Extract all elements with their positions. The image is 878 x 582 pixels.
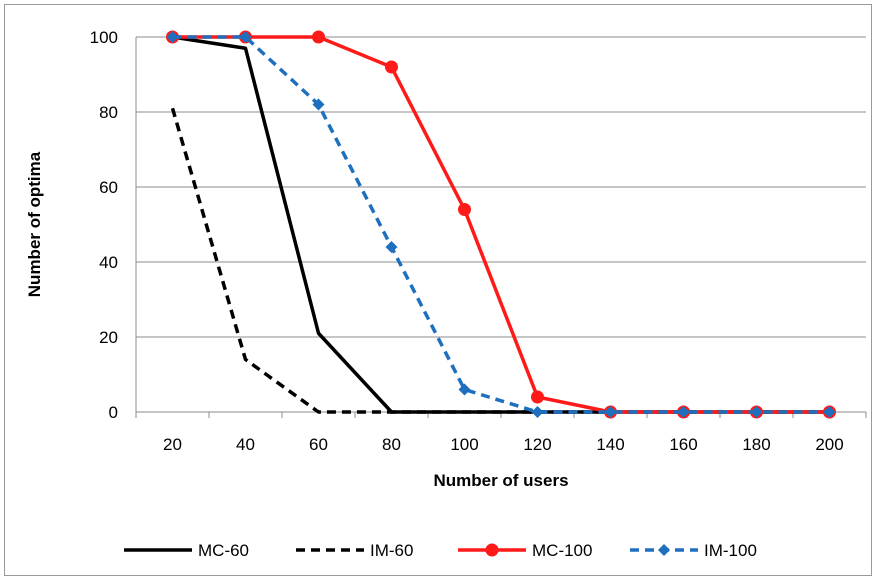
data-point xyxy=(750,406,763,418)
x-tick-label: 180 xyxy=(742,435,770,454)
chart-frame xyxy=(4,4,872,576)
series-mc-100 xyxy=(166,30,836,419)
legend-label: IM-100 xyxy=(704,541,757,560)
legend-label: MC-60 xyxy=(198,541,249,560)
data-point xyxy=(823,406,836,418)
legend-item: IM-100 xyxy=(630,541,757,560)
data-point xyxy=(658,544,670,556)
x-tick-label: 120 xyxy=(523,435,551,454)
y-tick-label: 20 xyxy=(99,328,118,347)
data-point xyxy=(239,31,252,43)
data-point xyxy=(458,383,471,396)
legend-label: MC-100 xyxy=(532,541,592,560)
x-tick-label: 80 xyxy=(382,435,401,454)
series-im-100 xyxy=(166,31,836,418)
x-tick-labels: 20 40 60 80 100 120 140 160 180 200 xyxy=(163,435,844,454)
legend-item: MC-60 xyxy=(124,541,249,560)
x-tick-label: 140 xyxy=(596,435,624,454)
x-tick-label: 160 xyxy=(669,435,697,454)
series-line xyxy=(172,35,830,414)
data-point xyxy=(604,406,617,418)
data-point xyxy=(166,31,179,43)
data-point xyxy=(385,241,398,253)
y-tick-label: 0 xyxy=(109,403,118,422)
legend-label: IM-60 xyxy=(370,541,413,560)
legend: MC-60 IM-60 MC-100 IM-100 xyxy=(124,541,757,560)
data-point xyxy=(312,98,325,111)
legend-item: IM-60 xyxy=(296,541,413,560)
y-tick-labels: 0 20 40 60 80 100 xyxy=(90,28,118,422)
data-point xyxy=(385,60,398,74)
y-tick-label: 40 xyxy=(99,253,118,272)
x-tick-label: 20 xyxy=(163,435,182,454)
series-line xyxy=(172,35,830,414)
data-point xyxy=(677,406,690,418)
data-point xyxy=(485,543,499,557)
data-point xyxy=(312,30,325,44)
legend-item: MC-100 xyxy=(458,541,592,560)
series-lines xyxy=(166,30,836,419)
x-tick-label: 60 xyxy=(309,435,328,454)
x-tick-label: 40 xyxy=(236,435,255,454)
data-point xyxy=(531,406,544,418)
x-tick-label: 200 xyxy=(815,435,843,454)
y-axis-title: Number of optima xyxy=(25,151,44,297)
data-point xyxy=(531,390,544,404)
y-tick-label: 60 xyxy=(99,178,118,197)
x-axis-title: Number of users xyxy=(433,471,568,490)
x-tick-label: 100 xyxy=(450,435,478,454)
data-point xyxy=(458,203,471,216)
series-mc-60 xyxy=(172,35,830,414)
y-tick-label: 80 xyxy=(99,103,118,122)
series-line xyxy=(172,35,830,414)
y-tick-label: 100 xyxy=(90,28,118,47)
